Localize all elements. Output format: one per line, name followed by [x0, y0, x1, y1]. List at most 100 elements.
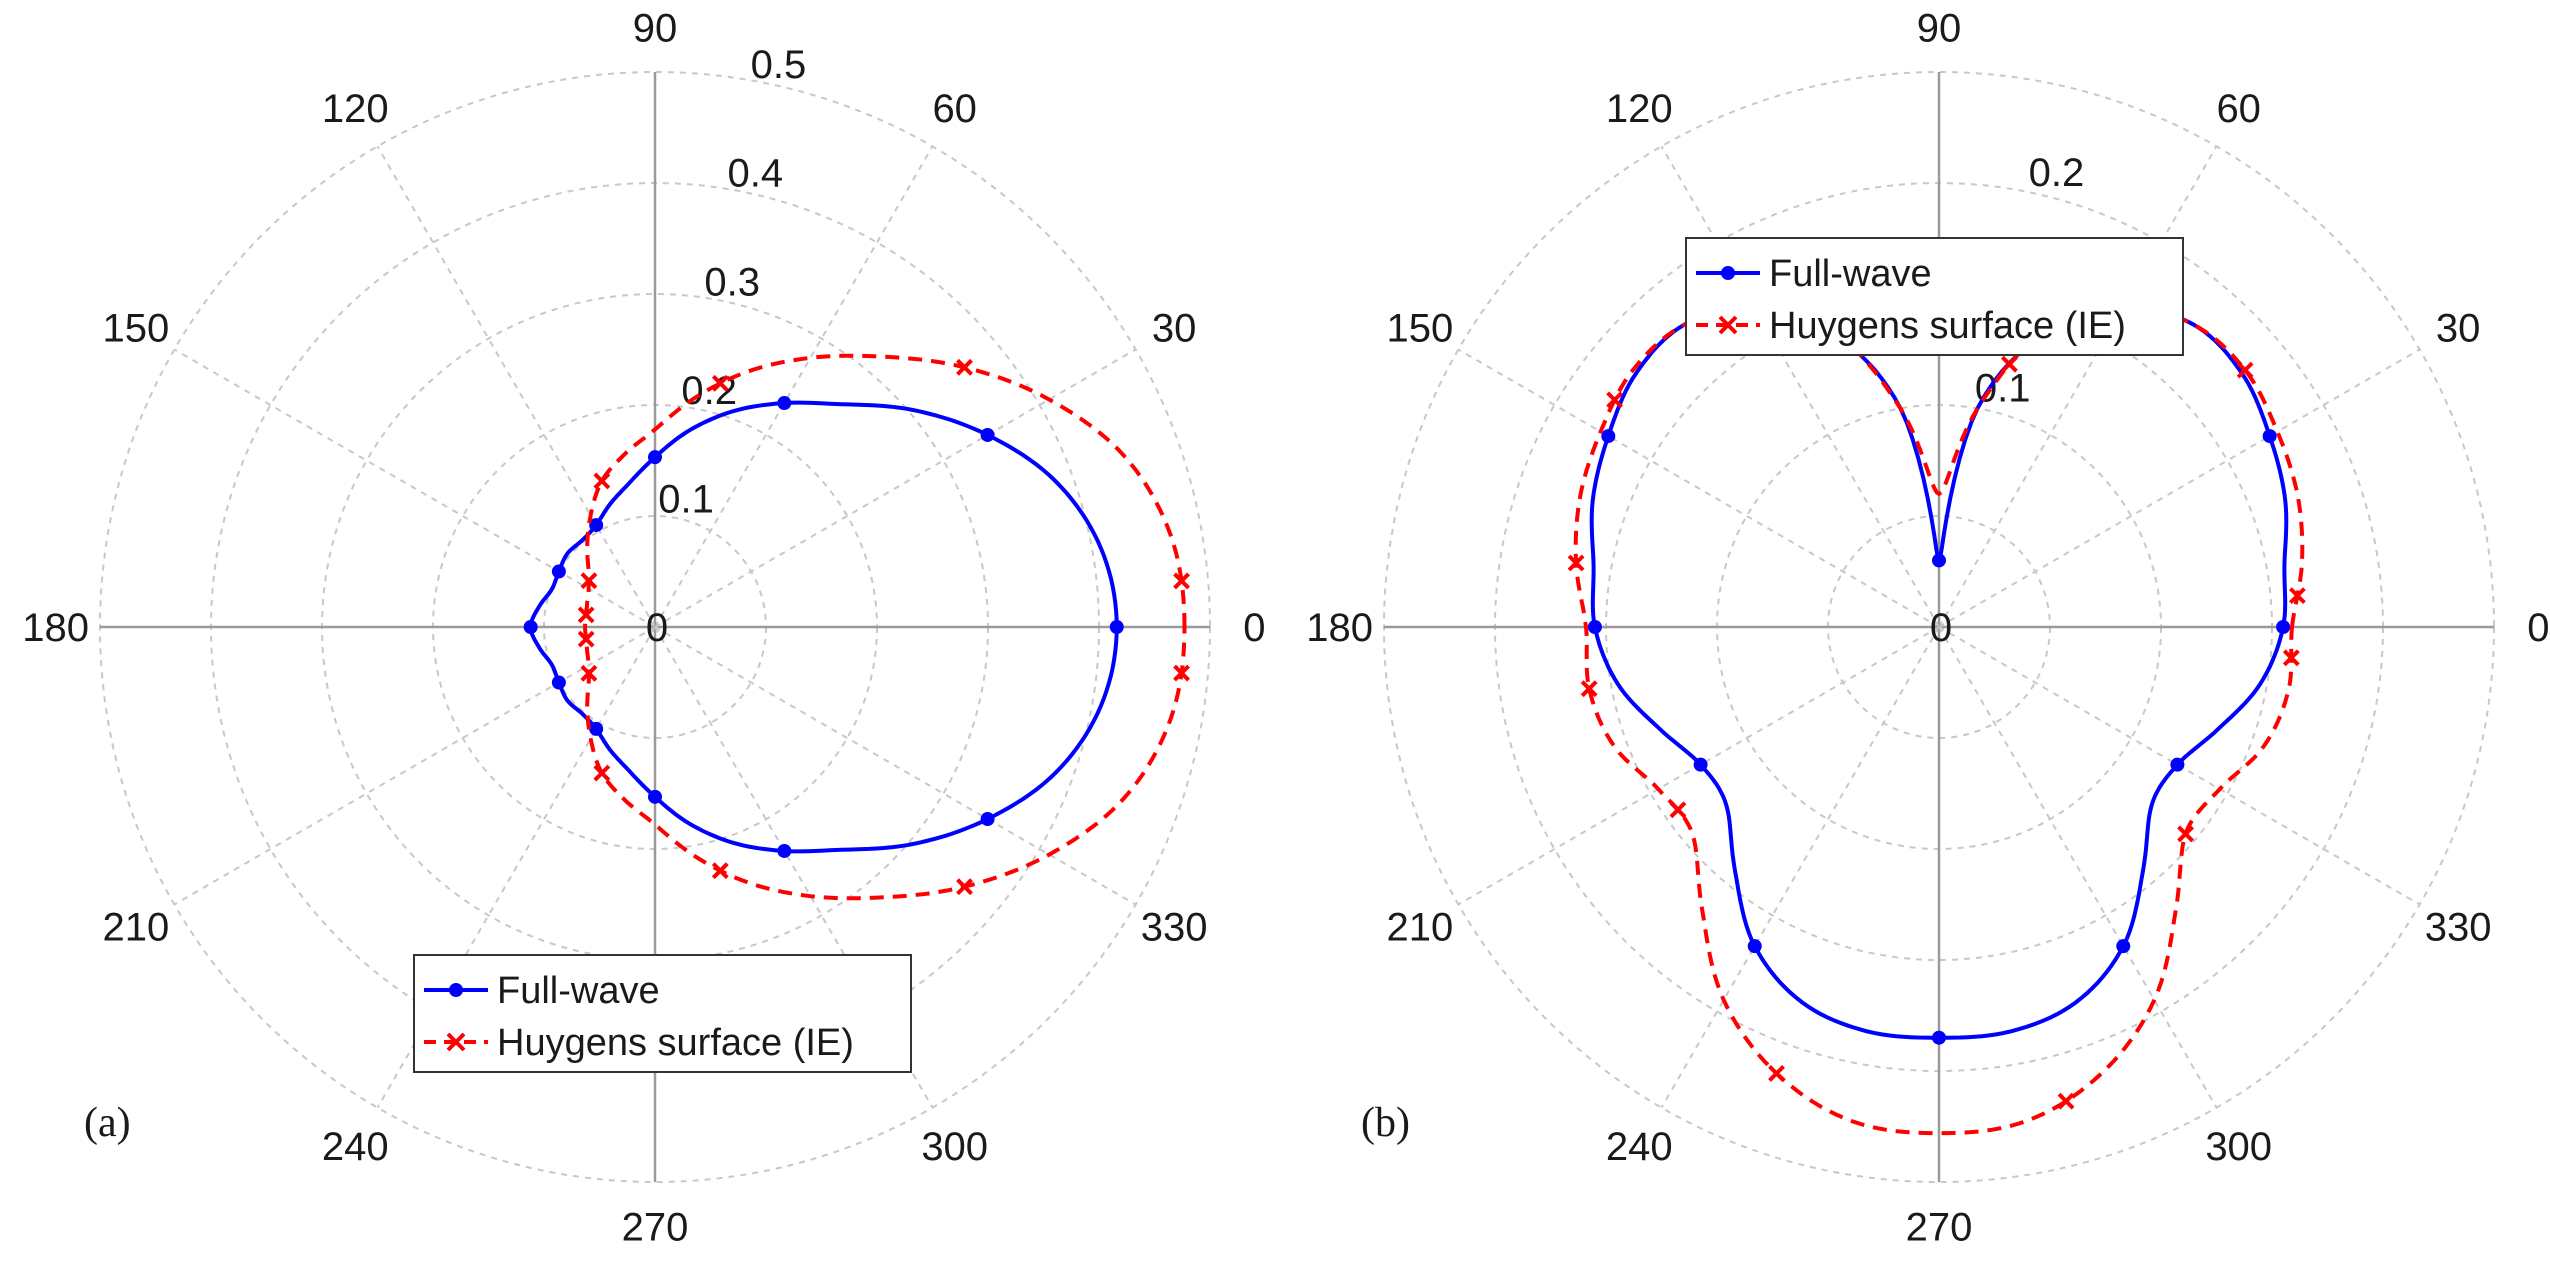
data-point-full-wave: [1747, 939, 1762, 954]
data-point-full-wave: [2262, 429, 2277, 444]
data-point-full-wave: [551, 564, 566, 579]
radial-labels-a: 00.10.20.30.40.5: [646, 43, 806, 650]
data-point-full-wave: [589, 721, 604, 736]
legend-box-a: [413, 954, 912, 1073]
data-point-huygens: [956, 358, 973, 376]
data-point-full-wave: [1932, 553, 1946, 568]
data-point-huygens: [2282, 649, 2300, 667]
data-point-full-wave: [1601, 429, 1616, 444]
legend-marker-huygens-a: [446, 1032, 466, 1052]
grid-spoke: [1938, 348, 2421, 628]
angle-tick-label: 330: [2425, 906, 2492, 950]
legend-a: Full-wave Huygens surface (IE): [413, 954, 912, 1073]
data-point-full-wave: [777, 396, 792, 411]
legend-marker-full-wave-b: [1721, 266, 1735, 280]
angle-tick-label: 210: [103, 906, 170, 950]
angle-tick-label: 240: [1606, 1125, 1673, 1169]
legend-box-b: [1685, 237, 2184, 356]
data-point-huygens: [2236, 361, 2254, 379]
series-b: [1567, 300, 2306, 1136]
data-point-full-wave: [2116, 939, 2131, 954]
data-point-full-wave: [980, 812, 995, 827]
data-point-full-wave: [980, 427, 995, 442]
legend-b: Full-wave Huygens surface (IE): [1685, 237, 2184, 356]
angle-tick-label: 300: [2205, 1125, 2272, 1169]
grid-spoke: [1660, 626, 1940, 1109]
data-point-huygens: [1580, 680, 1598, 698]
angle-tick-label: 90: [1917, 7, 1962, 51]
angle-tick-label: 180: [1306, 606, 1373, 650]
grid-spoke: [654, 348, 1137, 628]
data-point-huygens: [580, 572, 598, 590]
data-point-full-wave: [1693, 757, 1708, 772]
angle-labels-a: 0 30 60 90 120 150 180 210 240 270 300 330: [22, 7, 1265, 1250]
radial-tick-label: 0: [646, 606, 668, 650]
data-point-huygens: [2057, 1092, 2075, 1110]
grid-spoke: [1660, 145, 1940, 628]
angle-tick-label: 30: [1152, 306, 1197, 350]
data-point-full-wave: [551, 675, 566, 690]
panel-label-a: (a): [84, 1100, 131, 1146]
data-point-full-wave: [1109, 620, 1124, 634]
series-line-huygens: [583, 353, 1187, 901]
data-point-huygens: [2177, 825, 2195, 843]
legend-marker-full-wave-a: [449, 983, 463, 997]
grid-spoke: [376, 145, 656, 628]
legend-label-full-wave-a: Full-wave: [497, 970, 660, 1012]
angle-tick-label: 300: [921, 1125, 988, 1169]
grid-spoke: [654, 626, 934, 1109]
angle-tick-label: 270: [1906, 1205, 1973, 1249]
data-point-huygens: [1567, 554, 1585, 572]
data-point-huygens: [2001, 355, 2018, 373]
data-point-full-wave: [1587, 620, 1602, 634]
radial-tick-label: 0.2: [2029, 151, 2085, 195]
grid-spoke: [1938, 626, 2218, 1109]
data-point-huygens: [956, 878, 973, 896]
data-point-huygens: [593, 472, 611, 490]
angle-tick-label: 270: [622, 1205, 689, 1249]
legend-marker-huygens-b: [1718, 315, 1738, 335]
angle-tick-label: 30: [2436, 306, 2481, 350]
radial-labels-b: 00.10.2: [1930, 151, 2084, 650]
series-a: [523, 353, 1190, 901]
data-point-full-wave: [2276, 620, 2291, 634]
data-point-huygens: [1606, 391, 1624, 409]
angle-tick-label: 0: [2527, 606, 2549, 650]
grid-spoke: [173, 348, 656, 628]
angle-tick-label: 150: [1387, 306, 1454, 350]
data-point-huygens: [711, 374, 729, 392]
grid-spoke: [173, 626, 656, 906]
legend-label-full-wave-b: Full-wave: [1769, 253, 1932, 295]
data-point-full-wave: [589, 518, 604, 533]
data-point-huygens: [577, 630, 595, 648]
grid-spoke: [1457, 348, 1940, 628]
angle-tick-label: 90: [633, 7, 678, 51]
radial-tick-label: 0.1: [658, 477, 714, 521]
grid-spoke: [654, 626, 1137, 906]
angle-tick-label: 60: [932, 87, 977, 131]
data-point-full-wave: [648, 450, 662, 465]
angle-tick-label: 330: [1141, 906, 1208, 950]
angle-tick-label: 240: [322, 1125, 389, 1169]
angle-labels-b: 0 30 60 90 120 150 180 210 240 270 300 330: [1306, 7, 2549, 1250]
angle-tick-label: 210: [1387, 906, 1454, 950]
data-point-huygens: [577, 606, 595, 624]
angle-tick-label: 120: [1606, 87, 1673, 131]
data-point-huygens: [2288, 587, 2306, 605]
data-point-full-wave: [523, 620, 538, 634]
angle-tick-label: 180: [22, 606, 89, 650]
grid-spoke: [1938, 145, 2218, 628]
angle-tick-label: 150: [103, 306, 170, 350]
data-point-huygens: [1173, 664, 1190, 682]
series-line-huygens: [1573, 305, 2305, 1136]
panel-label-b: (b): [1361, 1100, 1410, 1146]
data-point-huygens: [593, 764, 611, 782]
angle-tick-label: 60: [2216, 87, 2261, 131]
radial-tick-label: 0.5: [751, 43, 807, 87]
data-point-huygens: [1669, 801, 1687, 819]
data-point-full-wave: [777, 843, 792, 858]
data-point-huygens: [580, 664, 598, 682]
radial-tick-label: 0: [1930, 606, 1952, 650]
